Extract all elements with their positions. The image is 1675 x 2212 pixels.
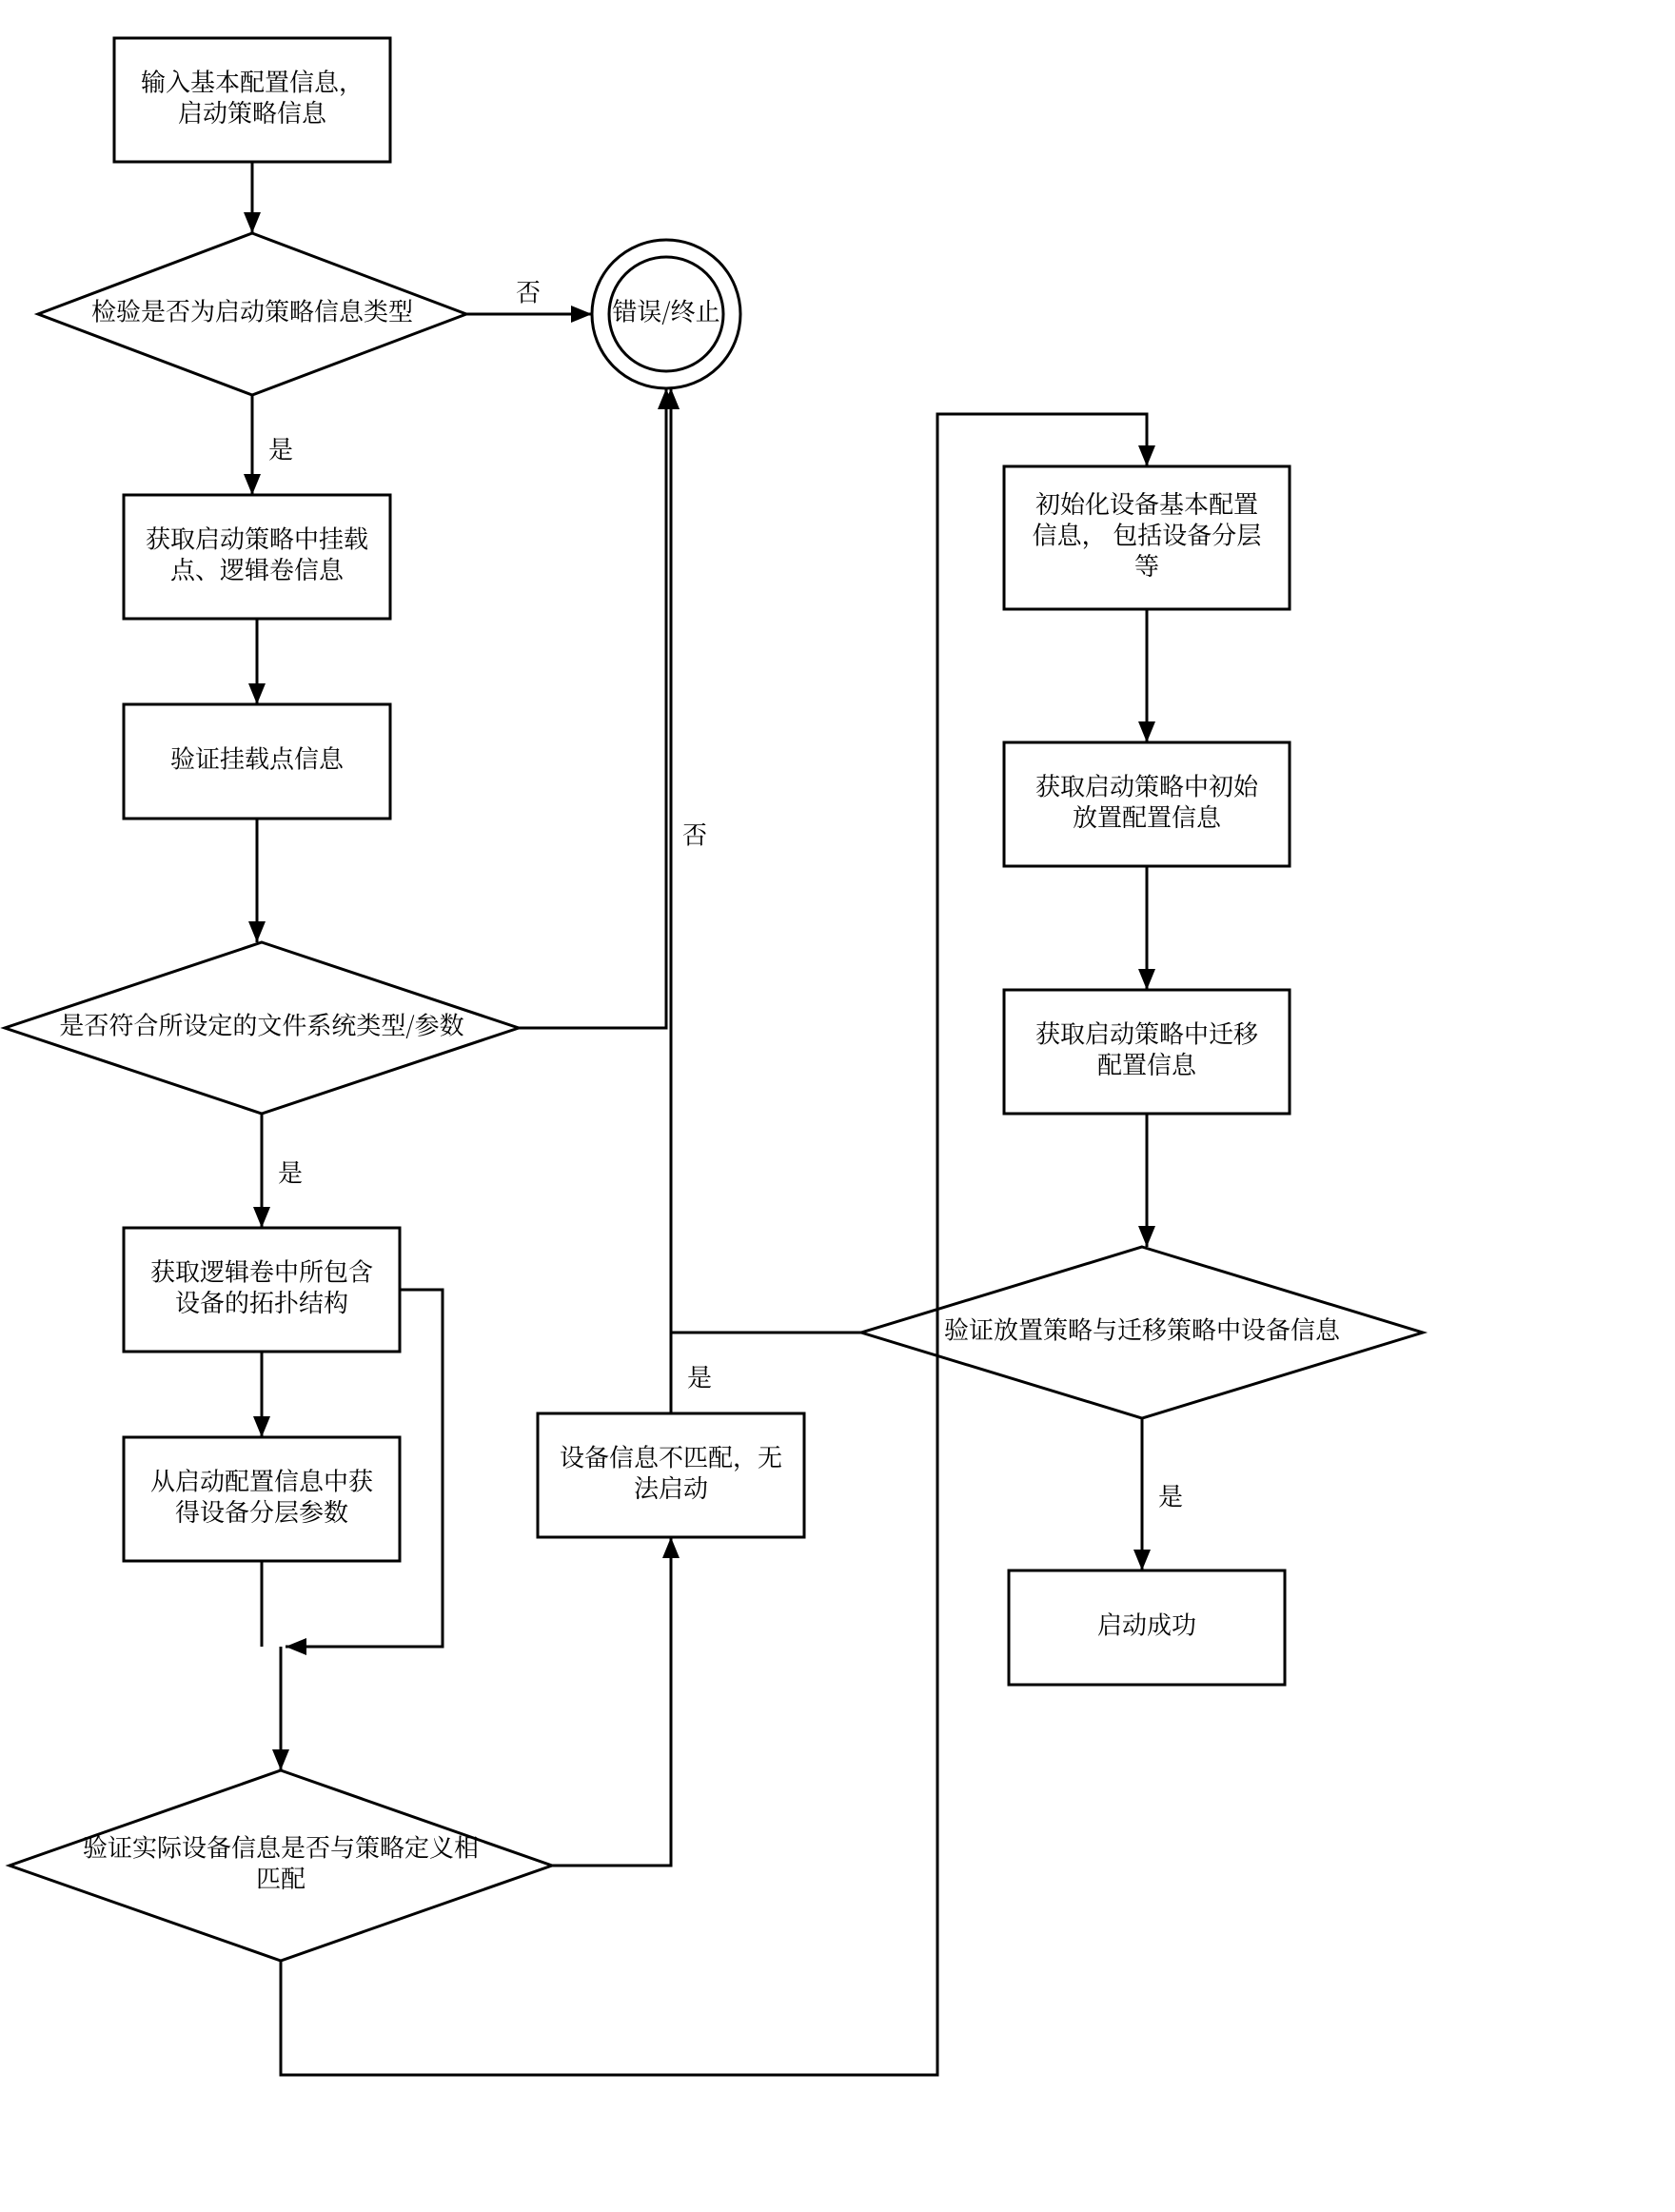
node-d2: 是否符合所设定的文件系统类型/参数 — [5, 942, 519, 1114]
edge-e-d4-r4: 是 — [1133, 1418, 1183, 1570]
edge-e-r3-d4 — [1138, 1114, 1155, 1247]
node-text-line: 验证挂载点信息 — [170, 741, 345, 776]
node-d4: 验证放置策略与迁移策略中设备信息 — [861, 1247, 1423, 1418]
node-text-line: 得设备分层参数 — [175, 1493, 348, 1529]
node-text-line: 设备信息不匹配，无 — [560, 1438, 782, 1473]
node-text-line: 获取启动策略中挂载 — [146, 520, 368, 555]
node-text-line: 是否符合所设定的文件系统类型/参数 — [59, 1007, 463, 1042]
edge-e-d2-term: 否 — [519, 388, 707, 1028]
node-r2: 获取启动策略中初始放置配置信息 — [1004, 742, 1290, 866]
node-r3: 获取启动策略中迁移配置信息 — [1004, 990, 1290, 1114]
node-text-line: 等 — [1134, 547, 1159, 583]
node-r1: 初始化设备基本配置信息， 包括设备分层等 — [1004, 466, 1290, 609]
node-text-line: 法启动 — [634, 1470, 708, 1505]
node-n4: 获取逻辑卷中所包含设备的拓扑结构 — [124, 1228, 400, 1352]
node-text-line: 验证放置策略与迁移策略中设备信息 — [944, 1312, 1341, 1347]
edge-label: 是 — [687, 1359, 712, 1394]
node-text-line: 启动策略信息 — [178, 94, 327, 129]
edge-e-d4-no — [662, 388, 861, 1333]
node-text-line: 获取逻辑卷中所包含 — [150, 1253, 373, 1288]
edge-label: 是 — [268, 431, 293, 466]
node-n1: 输入基本配置信息，启动策略信息 — [114, 38, 390, 162]
edge-e-d3-n6 — [552, 1537, 680, 1866]
node-text-line: 设备的拓扑结构 — [175, 1284, 348, 1319]
edge-e-r1-r2 — [1138, 609, 1155, 742]
node-text-line: 获取启动策略中初始 — [1035, 767, 1259, 802]
node-n5: 从启动配置信息中获得设备分层参数 — [124, 1437, 400, 1561]
flowchart-canvas: 输入基本配置信息，启动策略信息检验是否为启动策略信息类型 错误/终止获取启动策略中… — [0, 0, 1675, 2212]
node-text-line: 验证实际设备信息是否与策略定义相 — [83, 1828, 479, 1864]
edge-e-d1-n2: 是 — [244, 395, 293, 495]
node-text-line: 获取启动策略中迁移 — [1035, 1015, 1258, 1050]
edge-e-d2-n4: 是 — [253, 1114, 303, 1228]
node-text-line: 启动成功 — [1097, 1607, 1196, 1642]
edge-e-n4-n5 — [253, 1352, 270, 1437]
edge-label: 否 — [516, 274, 541, 309]
node-text-line: 匹配 — [256, 1860, 305, 1895]
node-text-line: 点、逻辑卷信息 — [170, 551, 345, 586]
node-text-line: 从启动配置信息中获 — [150, 1462, 373, 1497]
edge-label: 否 — [682, 817, 707, 852]
node-n6: 设备信息不匹配，无法启动 — [538, 1413, 804, 1537]
node-r4: 启动成功 — [1009, 1570, 1285, 1685]
node-text-line: 配置信息 — [1097, 1046, 1197, 1081]
node-d3: 验证实际设备信息是否与策略定义相匹配 — [10, 1770, 552, 1961]
edge-e-n3-d2 — [248, 819, 266, 942]
edge-e-n1-d1 — [244, 162, 261, 233]
edge-label: 是 — [278, 1155, 303, 1190]
edge-e-d1-term: 否 — [466, 274, 592, 323]
node-text-line: 错误/终止 — [612, 293, 719, 328]
node-text-line: 检验是否为启动策略信息类型 — [91, 293, 413, 328]
node-text-line: 初始化设备基本配置 — [1035, 485, 1258, 521]
node-d1: 检验是否为启动策略信息类型 — [38, 233, 466, 395]
edge-e-merge-d3 — [272, 1647, 289, 1770]
node-text-line: 输入基本配置信息， — [141, 63, 364, 98]
edge-e-r2-r3 — [1138, 866, 1155, 990]
node-n3: 验证挂载点信息 — [124, 704, 390, 819]
node-term: 错误/终止 — [592, 240, 740, 388]
node-text-line: 放置配置信息 — [1073, 799, 1222, 834]
edge-label: 是 — [1158, 1478, 1183, 1513]
node-text-line: 信息， 包括设备分层 — [1033, 517, 1262, 552]
node-n2: 获取启动策略中挂载点、逻辑卷信息 — [124, 495, 390, 619]
edge-e-n2-n3 — [248, 619, 266, 704]
